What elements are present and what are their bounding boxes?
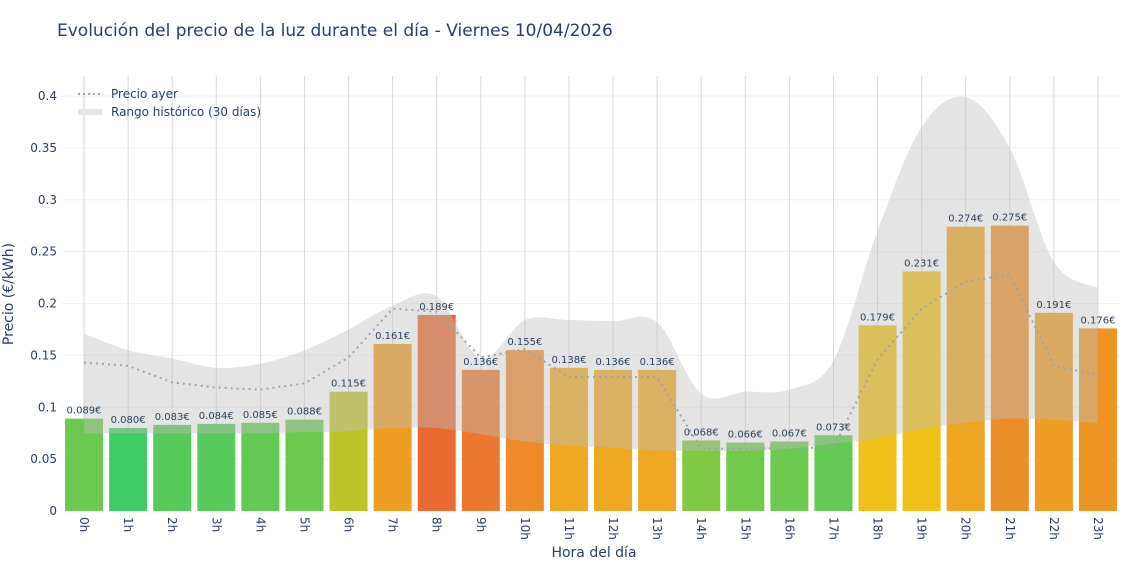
bar-value-label: 0.067€ bbox=[772, 428, 807, 439]
bar-3h bbox=[197, 423, 236, 511]
bar-10h bbox=[505, 350, 544, 511]
bar-value-label: 0.080€ bbox=[111, 415, 146, 426]
bar-value-label: 0.068€ bbox=[684, 427, 719, 438]
bar-value-label: 0.089€ bbox=[67, 406, 102, 417]
x-axis-title: Hora del día bbox=[551, 545, 636, 561]
y-tick-label: 0.1 bbox=[38, 400, 57, 414]
x-tick-label: 1h bbox=[121, 517, 135, 532]
bar-14h bbox=[682, 440, 721, 511]
bar-23h bbox=[1078, 328, 1117, 511]
bar-value-label: 0.136€ bbox=[640, 357, 675, 368]
legend-label-yesterday: Precio ayer bbox=[111, 87, 178, 101]
bar-21h bbox=[990, 225, 1029, 511]
y-tick-label: 0.05 bbox=[30, 452, 57, 466]
bar-8h bbox=[417, 314, 456, 511]
bar-7h bbox=[373, 343, 412, 511]
y-tick-label: 0.35 bbox=[30, 141, 57, 155]
x-tick-label: 14h bbox=[694, 517, 708, 540]
x-tick-label: 15h bbox=[738, 517, 752, 540]
bar-value-label: 0.085€ bbox=[243, 410, 278, 421]
bar-value-label: 0.088€ bbox=[287, 407, 322, 418]
x-tick-label: 4h bbox=[253, 517, 267, 532]
bar-value-label: 0.274€ bbox=[948, 214, 983, 225]
x-tick-label: 17h bbox=[826, 517, 840, 540]
x-tick-label: 23h bbox=[1091, 517, 1105, 540]
legend-band-swatch bbox=[78, 109, 102, 115]
bar-value-label: 0.136€ bbox=[463, 357, 498, 368]
bar-value-label: 0.231€ bbox=[904, 258, 939, 269]
y-tick-label: 0.25 bbox=[30, 245, 57, 259]
y-axis-title: Precio (€/kWh) bbox=[1, 243, 17, 345]
bar-12h bbox=[594, 369, 633, 511]
bar-19h bbox=[902, 271, 941, 511]
x-tick-label: 6h bbox=[342, 517, 356, 532]
bar-value-label: 0.161€ bbox=[375, 331, 410, 342]
bar-value-label: 0.073€ bbox=[816, 422, 851, 433]
bar-5h bbox=[285, 419, 324, 511]
x-tick-label: 12h bbox=[606, 517, 620, 540]
bar-11h bbox=[549, 367, 588, 511]
bar-4h bbox=[241, 422, 280, 511]
bar-value-label: 0.138€ bbox=[551, 355, 586, 366]
bar-2h bbox=[153, 424, 192, 511]
bar-0h bbox=[65, 418, 104, 511]
x-tick-label: 7h bbox=[386, 517, 400, 532]
bar-6h bbox=[329, 391, 368, 511]
x-tick-label: 5h bbox=[297, 517, 311, 532]
x-tick-label: 18h bbox=[871, 517, 885, 540]
bar-value-label: 0.155€ bbox=[507, 337, 542, 348]
bar-value-label: 0.179€ bbox=[860, 312, 895, 323]
x-tick-label: 13h bbox=[650, 517, 664, 540]
x-tick-label: 2h bbox=[165, 517, 179, 532]
legend: Precio ayer Rango histórico (30 días) bbox=[78, 87, 261, 119]
bar-22h bbox=[1034, 312, 1073, 511]
x-tick-label: 11h bbox=[562, 517, 576, 540]
y-tick-label: 0 bbox=[49, 504, 57, 518]
bar-17h bbox=[814, 435, 853, 511]
bar-16h bbox=[770, 441, 809, 511]
bar-value-label: 0.115€ bbox=[331, 379, 366, 390]
bar-15h bbox=[726, 442, 765, 511]
x-tick-label: 3h bbox=[209, 517, 223, 532]
bar-value-label: 0.176€ bbox=[1080, 315, 1115, 326]
x-tick-label: 19h bbox=[915, 517, 929, 540]
bar-13h bbox=[638, 369, 677, 511]
x-tick-label: 16h bbox=[782, 517, 796, 540]
x-tick-label: 21h bbox=[1003, 517, 1017, 540]
y-tick-label: 0.2 bbox=[38, 297, 57, 311]
x-tick-label: 9h bbox=[474, 517, 488, 532]
bar-value-label: 0.083€ bbox=[155, 412, 190, 423]
bar-value-label: 0.066€ bbox=[728, 430, 763, 441]
bar-value-label: 0.191€ bbox=[1036, 300, 1071, 311]
x-tick-label: 20h bbox=[959, 517, 973, 540]
bar-value-label: 0.136€ bbox=[596, 357, 631, 368]
bar-1h bbox=[109, 428, 148, 511]
y-tick-label: 0.4 bbox=[38, 89, 57, 103]
bar-9h bbox=[461, 369, 500, 511]
y-tick-label: 0.3 bbox=[38, 193, 57, 207]
bar-value-label: 0.275€ bbox=[992, 213, 1027, 224]
bar-20h bbox=[946, 226, 985, 511]
historical-range-band bbox=[84, 96, 1098, 452]
bar-value-label: 0.084€ bbox=[199, 411, 234, 422]
x-tick-label: 22h bbox=[1047, 517, 1061, 540]
bar-value-label: 0.189€ bbox=[419, 302, 454, 313]
bar-18h bbox=[858, 325, 897, 511]
x-tick-label: 0h bbox=[77, 517, 91, 532]
chart-title: Evolución del precio de la luz durante e… bbox=[57, 21, 613, 41]
legend-label-range: Rango histórico (30 días) bbox=[111, 105, 261, 119]
x-tick-label: 8h bbox=[430, 517, 444, 532]
y-tick-label: 0.15 bbox=[30, 348, 57, 362]
x-tick-label: 10h bbox=[518, 517, 532, 540]
